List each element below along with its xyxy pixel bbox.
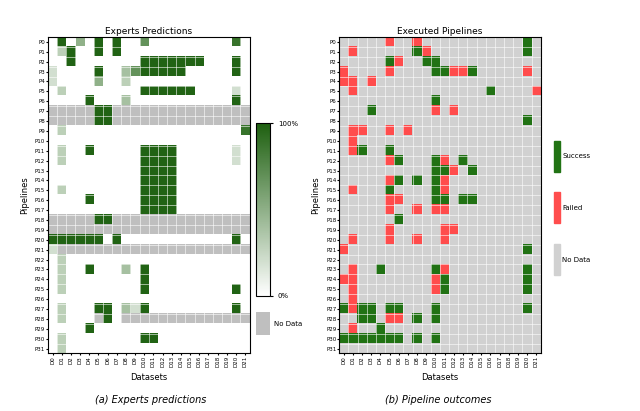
Text: (b) Pipeline outcomes: (b) Pipeline outcomes	[385, 395, 492, 405]
Text: No Data: No Data	[274, 321, 302, 327]
FancyBboxPatch shape	[554, 192, 560, 224]
Y-axis label: Pipelines: Pipelines	[312, 176, 321, 214]
Text: No Data: No Data	[562, 257, 590, 263]
X-axis label: Datasets: Datasets	[421, 373, 459, 382]
FancyBboxPatch shape	[554, 244, 560, 275]
FancyBboxPatch shape	[554, 141, 560, 172]
Text: (a) Experts predictions: (a) Experts predictions	[95, 395, 206, 405]
Title: Executed Pipelines: Executed Pipelines	[397, 27, 483, 36]
Title: Experts Predictions: Experts Predictions	[105, 27, 193, 36]
X-axis label: Datasets: Datasets	[130, 373, 168, 382]
Text: Success: Success	[562, 153, 590, 159]
Y-axis label: Pipelines: Pipelines	[20, 176, 29, 214]
Text: Failed: Failed	[562, 205, 582, 211]
